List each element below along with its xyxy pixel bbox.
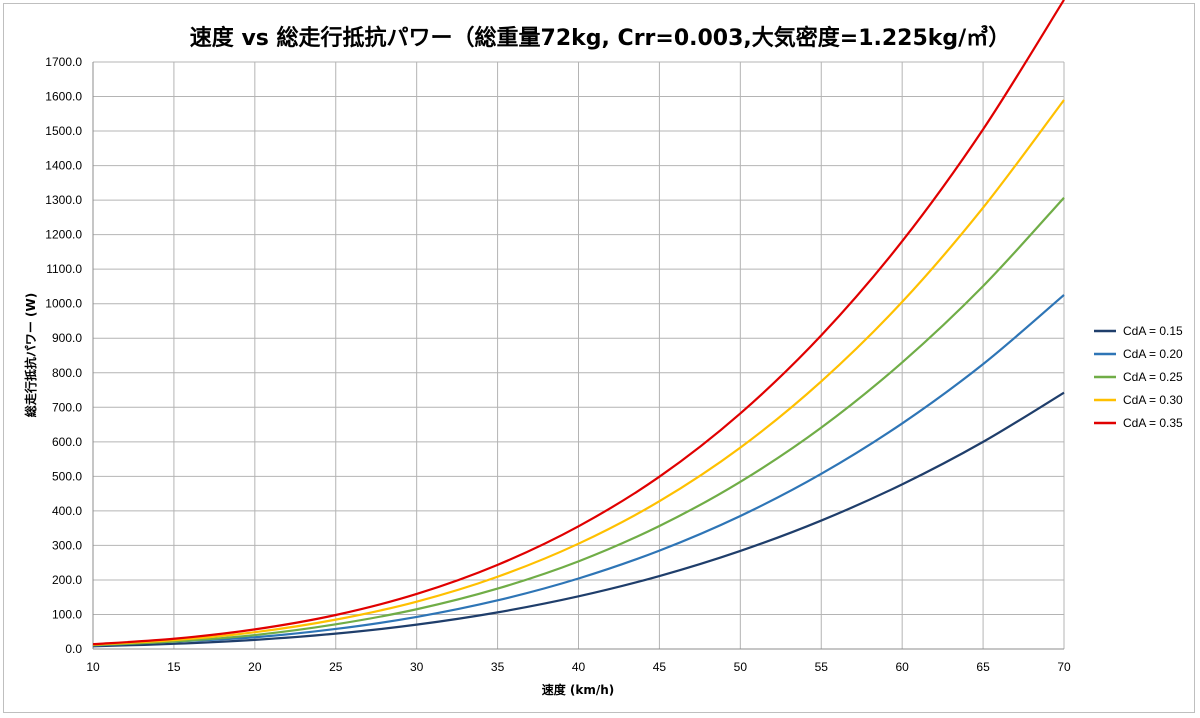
y-tick-label: 800.0 bbox=[52, 366, 82, 380]
x-tick-label: 55 bbox=[815, 660, 829, 674]
x-tick-label: 30 bbox=[410, 660, 424, 674]
x-tick-label: 65 bbox=[976, 660, 990, 674]
y-tick-label: 1200.0 bbox=[45, 228, 82, 242]
y-tick-label: 500.0 bbox=[52, 469, 82, 483]
chart-title: 速度 vs 総走行抵抗パワー（総重量72kg, Crr=0.003,大気密度=1… bbox=[190, 25, 1010, 51]
x-tick-label: 40 bbox=[572, 660, 586, 674]
x-tick-label: 70 bbox=[1057, 660, 1071, 674]
series-line-cda-5 bbox=[92, 0, 1065, 646]
y-tick-label: 900.0 bbox=[52, 331, 82, 345]
x-axis-title: 速度 (km/h) bbox=[542, 682, 615, 697]
y-tick-label: 1000.0 bbox=[45, 297, 82, 311]
series-line-cda-4 bbox=[92, 99, 1065, 646]
x-tick-label: 10 bbox=[86, 660, 100, 674]
y-axis-title: 総走行抵抗パワー (W) bbox=[23, 293, 38, 417]
y-tick-label: 1700.0 bbox=[45, 55, 82, 69]
y-tick-label: 1400.0 bbox=[45, 159, 82, 173]
series-layer bbox=[92, 0, 1065, 648]
y-tick-label: 600.0 bbox=[52, 435, 82, 449]
x-tick-label: 60 bbox=[895, 660, 909, 674]
y-tick-label: 1600.0 bbox=[45, 90, 82, 104]
legend-label: CdA = 0.25 bbox=[1123, 370, 1183, 384]
series-line-cda-1 bbox=[92, 391, 1065, 648]
y-tick-label: 1300.0 bbox=[45, 193, 82, 207]
x-tick-label: 15 bbox=[167, 660, 181, 674]
x-tick-label: 25 bbox=[329, 660, 343, 674]
tick-layer: 0.0 100.0 200.0 300.0 400.0 500.0 600.0 700.0 80… bbox=[45, 55, 1071, 674]
x-tick-label: 50 bbox=[734, 660, 748, 674]
x-tick-label: 20 bbox=[248, 660, 262, 674]
y-tick-label: 1500.0 bbox=[45, 124, 82, 138]
y-tick-label: 300.0 bbox=[52, 538, 82, 552]
legend-label: CdA = 0.35 bbox=[1123, 416, 1183, 430]
legend-label: CdA = 0.30 bbox=[1123, 393, 1183, 407]
y-tick-label: 200.0 bbox=[52, 573, 82, 587]
chart-frame bbox=[3, 3, 1195, 713]
axis-layer bbox=[92, 62, 1064, 650]
y-tick-label: 1100.0 bbox=[46, 262, 82, 276]
legend-label: CdA = 0.15 bbox=[1123, 324, 1183, 338]
legend: CdA = 0.15 CdA = 0.20 CdA = 0.25 CdA = 0.30… bbox=[1094, 324, 1183, 430]
grid-layer bbox=[93, 61, 1065, 649]
y-tick-label: 400.0 bbox=[52, 504, 82, 518]
x-tick-label: 35 bbox=[491, 660, 505, 674]
legend-label: CdA = 0.20 bbox=[1123, 347, 1183, 361]
x-tick-label: 45 bbox=[653, 660, 667, 674]
series-line-cda-2 bbox=[92, 294, 1065, 647]
y-tick-label: 700.0 bbox=[52, 400, 82, 414]
y-tick-label: 100.0 bbox=[52, 607, 82, 621]
y-tick-label: 0.0 bbox=[65, 642, 82, 656]
series-line-cda-3 bbox=[92, 196, 1065, 647]
